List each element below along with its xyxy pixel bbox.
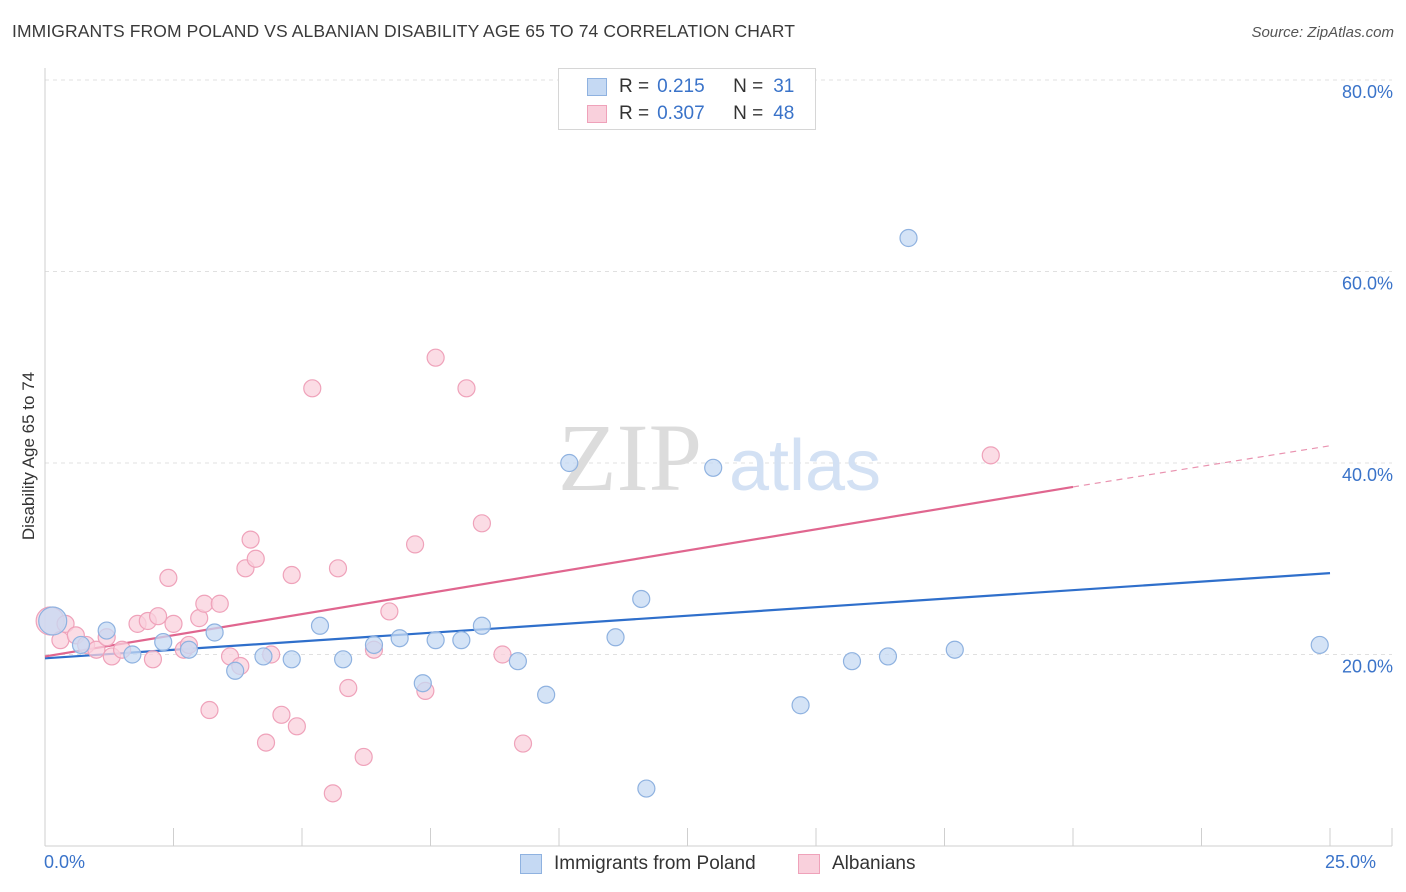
point-poland bbox=[637, 779, 656, 798]
point-albanian bbox=[282, 565, 301, 585]
trend-line-poland bbox=[44, 572, 1331, 660]
point-albanian bbox=[241, 530, 260, 549]
point-poland bbox=[97, 621, 116, 640]
point-poland bbox=[179, 640, 199, 659]
point-poland bbox=[1310, 635, 1329, 655]
point-poland bbox=[878, 647, 898, 666]
point-albanian bbox=[472, 514, 491, 533]
albanian-swatch bbox=[587, 105, 607, 123]
point-albanian bbox=[380, 602, 399, 621]
x-tick-max: 25.0% bbox=[1325, 852, 1377, 872]
point-albanian bbox=[272, 705, 291, 724]
point-poland bbox=[390, 629, 409, 648]
watermark-zip: ZIP bbox=[558, 404, 702, 511]
legend-r-label: R = bbox=[619, 76, 650, 97]
point-poland bbox=[123, 645, 142, 664]
bottom-legend-label: Albanians bbox=[832, 853, 916, 874]
trend-line-albanian-extension bbox=[1072, 445, 1331, 488]
point-albanian bbox=[323, 784, 342, 803]
point-albanian bbox=[143, 650, 163, 669]
legend-r-label: R = bbox=[619, 103, 650, 124]
point-poland bbox=[606, 628, 625, 647]
point-poland bbox=[282, 650, 301, 669]
point-albanian bbox=[303, 379, 322, 398]
watermark-atlas: atlas bbox=[729, 426, 881, 506]
point-poland bbox=[537, 685, 556, 704]
point-albanian bbox=[287, 717, 306, 736]
legend-r-value: 0.215 bbox=[657, 76, 705, 97]
correlation-legend: R = 0.215 N = 31 R = 0.307 N = 48 bbox=[558, 68, 816, 130]
point-poland bbox=[704, 458, 723, 477]
source-label: Source: ZipAtlas.com bbox=[1251, 24, 1394, 41]
point-albanian bbox=[339, 678, 358, 698]
point-albanian bbox=[405, 535, 425, 554]
point-poland bbox=[310, 616, 330, 635]
chart-title: IMMIGRANTS FROM POLAND VS ALBANIAN DISAB… bbox=[12, 21, 795, 41]
point-poland bbox=[632, 589, 651, 609]
point-poland bbox=[38, 606, 68, 636]
point-albanian bbox=[256, 733, 276, 752]
point-albanian bbox=[328, 559, 348, 578]
y-tick-label: 20.0% bbox=[1342, 657, 1393, 677]
legend-n-value: 48 bbox=[773, 103, 795, 124]
point-albanian bbox=[513, 734, 533, 753]
point-poland bbox=[508, 652, 527, 671]
watermark: ZIP atlas bbox=[558, 404, 881, 511]
point-poland bbox=[791, 696, 810, 715]
point-poland bbox=[226, 661, 245, 680]
data-points bbox=[35, 228, 1329, 803]
point-albanian bbox=[457, 379, 476, 398]
albanian-swatch bbox=[798, 854, 820, 874]
point-albanian bbox=[246, 549, 265, 568]
point-albanian bbox=[164, 614, 183, 633]
point-albanian bbox=[200, 700, 219, 720]
y-tick-labels: 20.0% 40.0% 60.0% 80.0% bbox=[1342, 82, 1393, 677]
point-poland bbox=[334, 650, 353, 669]
y-tick-label: 60.0% bbox=[1342, 274, 1393, 294]
point-poland bbox=[452, 631, 471, 650]
bottom-legend-poland: Immigrants from Poland bbox=[520, 852, 756, 876]
axes bbox=[44, 68, 1393, 847]
point-albanian bbox=[195, 594, 214, 613]
poland-swatch bbox=[520, 854, 542, 874]
legend-row-poland: R = 0.215 N = 31 bbox=[587, 75, 794, 99]
y-tick-label: 40.0% bbox=[1342, 465, 1393, 485]
legend-r-value: 0.307 bbox=[657, 103, 705, 124]
legend-row-albanian: R = 0.307 N = 48 bbox=[587, 102, 794, 126]
point-poland bbox=[472, 616, 491, 635]
point-poland bbox=[426, 631, 445, 650]
legend-n-label: N = bbox=[733, 103, 764, 124]
poland-swatch bbox=[587, 78, 607, 96]
point-albanian bbox=[426, 348, 445, 367]
point-poland bbox=[413, 674, 432, 693]
point-albanian bbox=[354, 747, 373, 767]
point-poland bbox=[205, 623, 224, 642]
point-poland bbox=[254, 647, 273, 666]
bottom-legend-label: Immigrants from Poland bbox=[554, 853, 756, 874]
point-poland bbox=[154, 632, 173, 652]
point-albanian bbox=[493, 645, 512, 664]
point-albanian bbox=[981, 446, 1000, 465]
point-poland bbox=[71, 635, 91, 655]
y-axis-label: Disability Age 65 to 74 bbox=[19, 371, 38, 541]
point-poland bbox=[560, 453, 579, 473]
point-albanian bbox=[148, 607, 168, 626]
x-tick-min: 0.0% bbox=[44, 852, 86, 872]
point-poland bbox=[842, 652, 862, 671]
point-poland bbox=[945, 640, 964, 659]
point-poland bbox=[899, 228, 918, 248]
legend-n-label: N = bbox=[733, 76, 764, 97]
legend-n-value: 31 bbox=[773, 76, 795, 97]
trend-line-albanian bbox=[44, 485, 1074, 658]
point-poland bbox=[364, 635, 384, 655]
bottom-legend-albanian: Albanians bbox=[798, 852, 915, 876]
y-tick-label: 80.0% bbox=[1342, 82, 1393, 102]
point-albanian bbox=[210, 594, 229, 613]
point-albanian bbox=[159, 568, 178, 588]
